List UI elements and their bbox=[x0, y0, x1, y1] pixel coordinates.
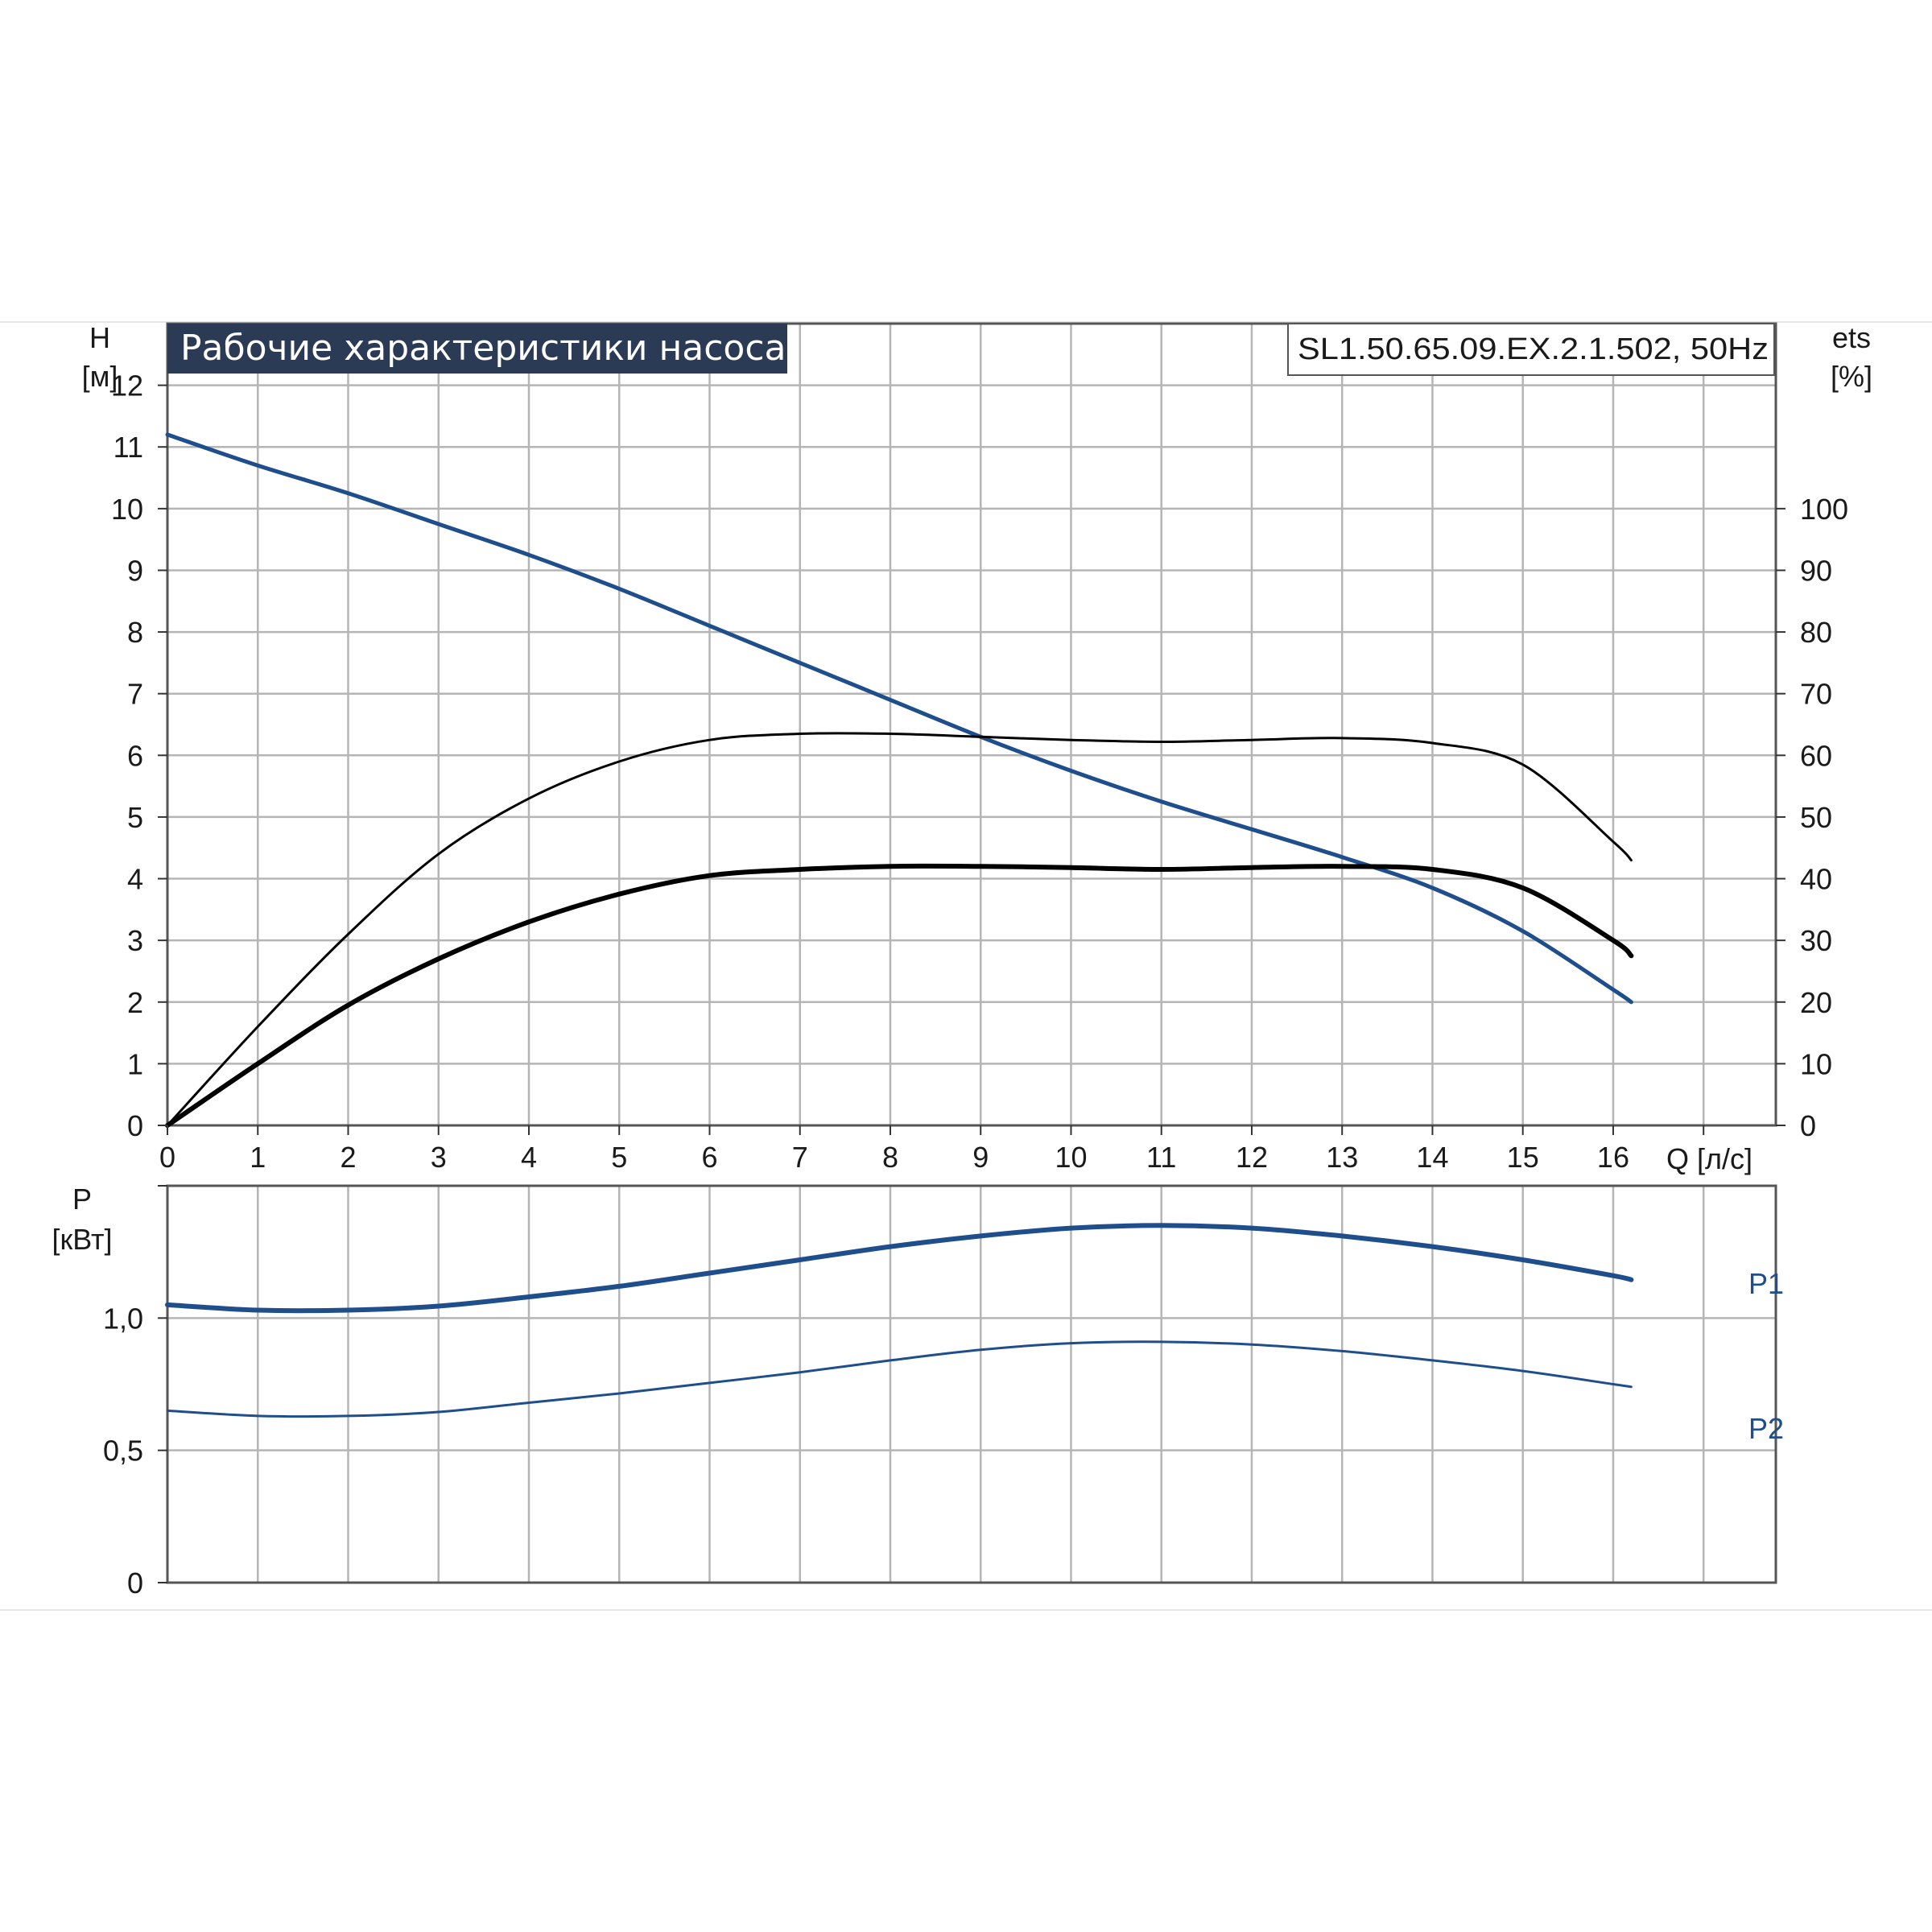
power-curve-p1 bbox=[165, 1223, 1634, 1314]
model-label-box bbox=[1287, 323, 1775, 376]
power-axis-label-unit: [кВт] bbox=[52, 1223, 112, 1256]
x-tick-label: 0 bbox=[159, 1141, 175, 1174]
y-axis-label-right-symbol: ets bbox=[1832, 321, 1871, 354]
power-axis-label-symbol: P bbox=[72, 1183, 92, 1216]
y-left-tick-label: 1 bbox=[127, 1047, 143, 1080]
x-tick-label: 14 bbox=[1416, 1141, 1448, 1174]
y-left-tick-label: 3 bbox=[127, 924, 143, 957]
head-chart-series bbox=[165, 432, 1634, 1128]
x-tick-label: 11 bbox=[1146, 1141, 1176, 1174]
y-right-tick-label: 0 bbox=[1800, 1109, 1816, 1142]
y-right-tick-label: 90 bbox=[1800, 554, 1832, 587]
y-right-tick-label: 20 bbox=[1800, 986, 1832, 1019]
x-axis-label: Q [л/с] bbox=[1666, 1142, 1752, 1175]
power-tick-label: 1,0 bbox=[103, 1302, 143, 1335]
y-right-tick-label: 70 bbox=[1800, 678, 1832, 711]
x-tick-label: 1 bbox=[250, 1141, 266, 1174]
x-tick-label: 2 bbox=[340, 1141, 356, 1174]
x-tick-label: 7 bbox=[792, 1141, 808, 1174]
x-tick-label: 4 bbox=[521, 1141, 537, 1174]
efficiency-curve-thick bbox=[165, 863, 1634, 1128]
y-left-tick-label: 12 bbox=[111, 369, 143, 402]
y-right-tick-label: 40 bbox=[1800, 863, 1832, 896]
chart-title-box bbox=[167, 324, 787, 374]
x-tick-label: 16 bbox=[1597, 1141, 1629, 1174]
y-left-tick-label: 11 bbox=[114, 431, 143, 464]
power-tick-label: 0 bbox=[127, 1567, 143, 1600]
head-chart-ticks: 0 1 2 3 4 5 6 7 8 9 10 11 12 13 14 15 160123456789101112… bbox=[111, 369, 1848, 1174]
x-tick-label: 5 bbox=[611, 1141, 627, 1174]
y-left-tick-label: 9 bbox=[127, 554, 143, 587]
x-tick-label: 15 bbox=[1507, 1141, 1539, 1174]
y-left-tick-label: 0 bbox=[127, 1109, 143, 1142]
head-chart-grid bbox=[167, 324, 1776, 1125]
efficiency-curve-thin bbox=[166, 732, 1633, 1127]
x-tick-label: 8 bbox=[882, 1141, 898, 1174]
y-left-tick-label: 5 bbox=[127, 801, 143, 834]
head-curve bbox=[165, 432, 1633, 1005]
power-chart-series bbox=[165, 1223, 1634, 1418]
y-axis-label-right-unit: [%] bbox=[1831, 360, 1872, 393]
x-tick-label: 10 bbox=[1055, 1141, 1087, 1174]
y-right-tick-label: 50 bbox=[1800, 801, 1832, 834]
y-right-tick-label: 30 bbox=[1800, 924, 1832, 957]
y-left-tick-label: 10 bbox=[111, 493, 143, 526]
y-right-tick-label: 60 bbox=[1800, 739, 1832, 772]
power-chart-grid bbox=[167, 1186, 1776, 1583]
model-label: SL1.50.65.09.EX.2.1.502, 50Hz bbox=[1298, 332, 1769, 366]
x-tick-label: 3 bbox=[431, 1141, 447, 1174]
y-left-tick-label: 7 bbox=[127, 678, 143, 711]
power-chart-ticks: 0 0,5 1,0 bbox=[103, 1185, 167, 1600]
x-tick-label: 6 bbox=[701, 1141, 717, 1174]
y-right-tick-label: 80 bbox=[1800, 616, 1832, 649]
chart-title: Рабочие характеристики насоса bbox=[180, 328, 786, 369]
x-tick-label: 12 bbox=[1236, 1141, 1268, 1174]
series-label-p2: P2 bbox=[1748, 1412, 1784, 1445]
power-curve-p2 bbox=[166, 1340, 1633, 1418]
y-right-tick-label: 100 bbox=[1800, 493, 1848, 526]
x-tick-label: 9 bbox=[972, 1141, 989, 1174]
power-tick-label: 0,5 bbox=[103, 1435, 143, 1468]
y-left-tick-label: 4 bbox=[127, 863, 143, 896]
y-right-tick-label: 10 bbox=[1800, 1047, 1832, 1080]
y-left-tick-label: 2 bbox=[127, 986, 143, 1019]
y-left-tick-label: 6 bbox=[127, 739, 143, 772]
power-chart-frame bbox=[166, 1184, 1777, 1584]
y-axis-label-left-symbol: H bbox=[89, 321, 110, 354]
y-axis-label-left-unit: [м] bbox=[82, 360, 118, 393]
y-left-tick-label: 8 bbox=[127, 616, 143, 649]
series-label-p1: P1 bbox=[1748, 1267, 1784, 1300]
x-tick-label: 13 bbox=[1326, 1141, 1358, 1174]
head-chart-frame bbox=[166, 322, 1777, 1127]
